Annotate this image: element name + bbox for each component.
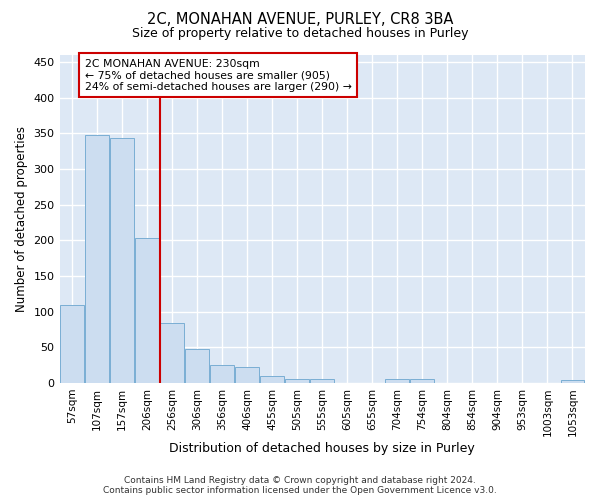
Bar <box>85 135 109 383</box>
Y-axis label: Number of detached properties: Number of detached properties <box>15 126 28 312</box>
Bar <box>286 378 309 383</box>
Bar <box>110 138 134 383</box>
Text: Contains HM Land Registry data © Crown copyright and database right 2024.
Contai: Contains HM Land Registry data © Crown c… <box>103 476 497 495</box>
Text: Size of property relative to detached houses in Purley: Size of property relative to detached ho… <box>132 28 468 40</box>
Text: 2C, MONAHAN AVENUE, PURLEY, CR8 3BA: 2C, MONAHAN AVENUE, PURLEY, CR8 3BA <box>147 12 453 28</box>
Bar <box>160 323 184 383</box>
Bar <box>185 350 209 383</box>
Bar <box>60 304 84 383</box>
X-axis label: Distribution of detached houses by size in Purley: Distribution of detached houses by size … <box>169 442 475 455</box>
Bar <box>210 365 234 383</box>
Bar <box>135 238 159 383</box>
Bar <box>260 376 284 383</box>
Bar <box>385 378 409 383</box>
Bar <box>310 378 334 383</box>
Bar <box>560 380 584 383</box>
Bar <box>410 378 434 383</box>
Text: 2C MONAHAN AVENUE: 230sqm
← 75% of detached houses are smaller (905)
24% of semi: 2C MONAHAN AVENUE: 230sqm ← 75% of detac… <box>85 58 352 92</box>
Bar <box>235 368 259 383</box>
